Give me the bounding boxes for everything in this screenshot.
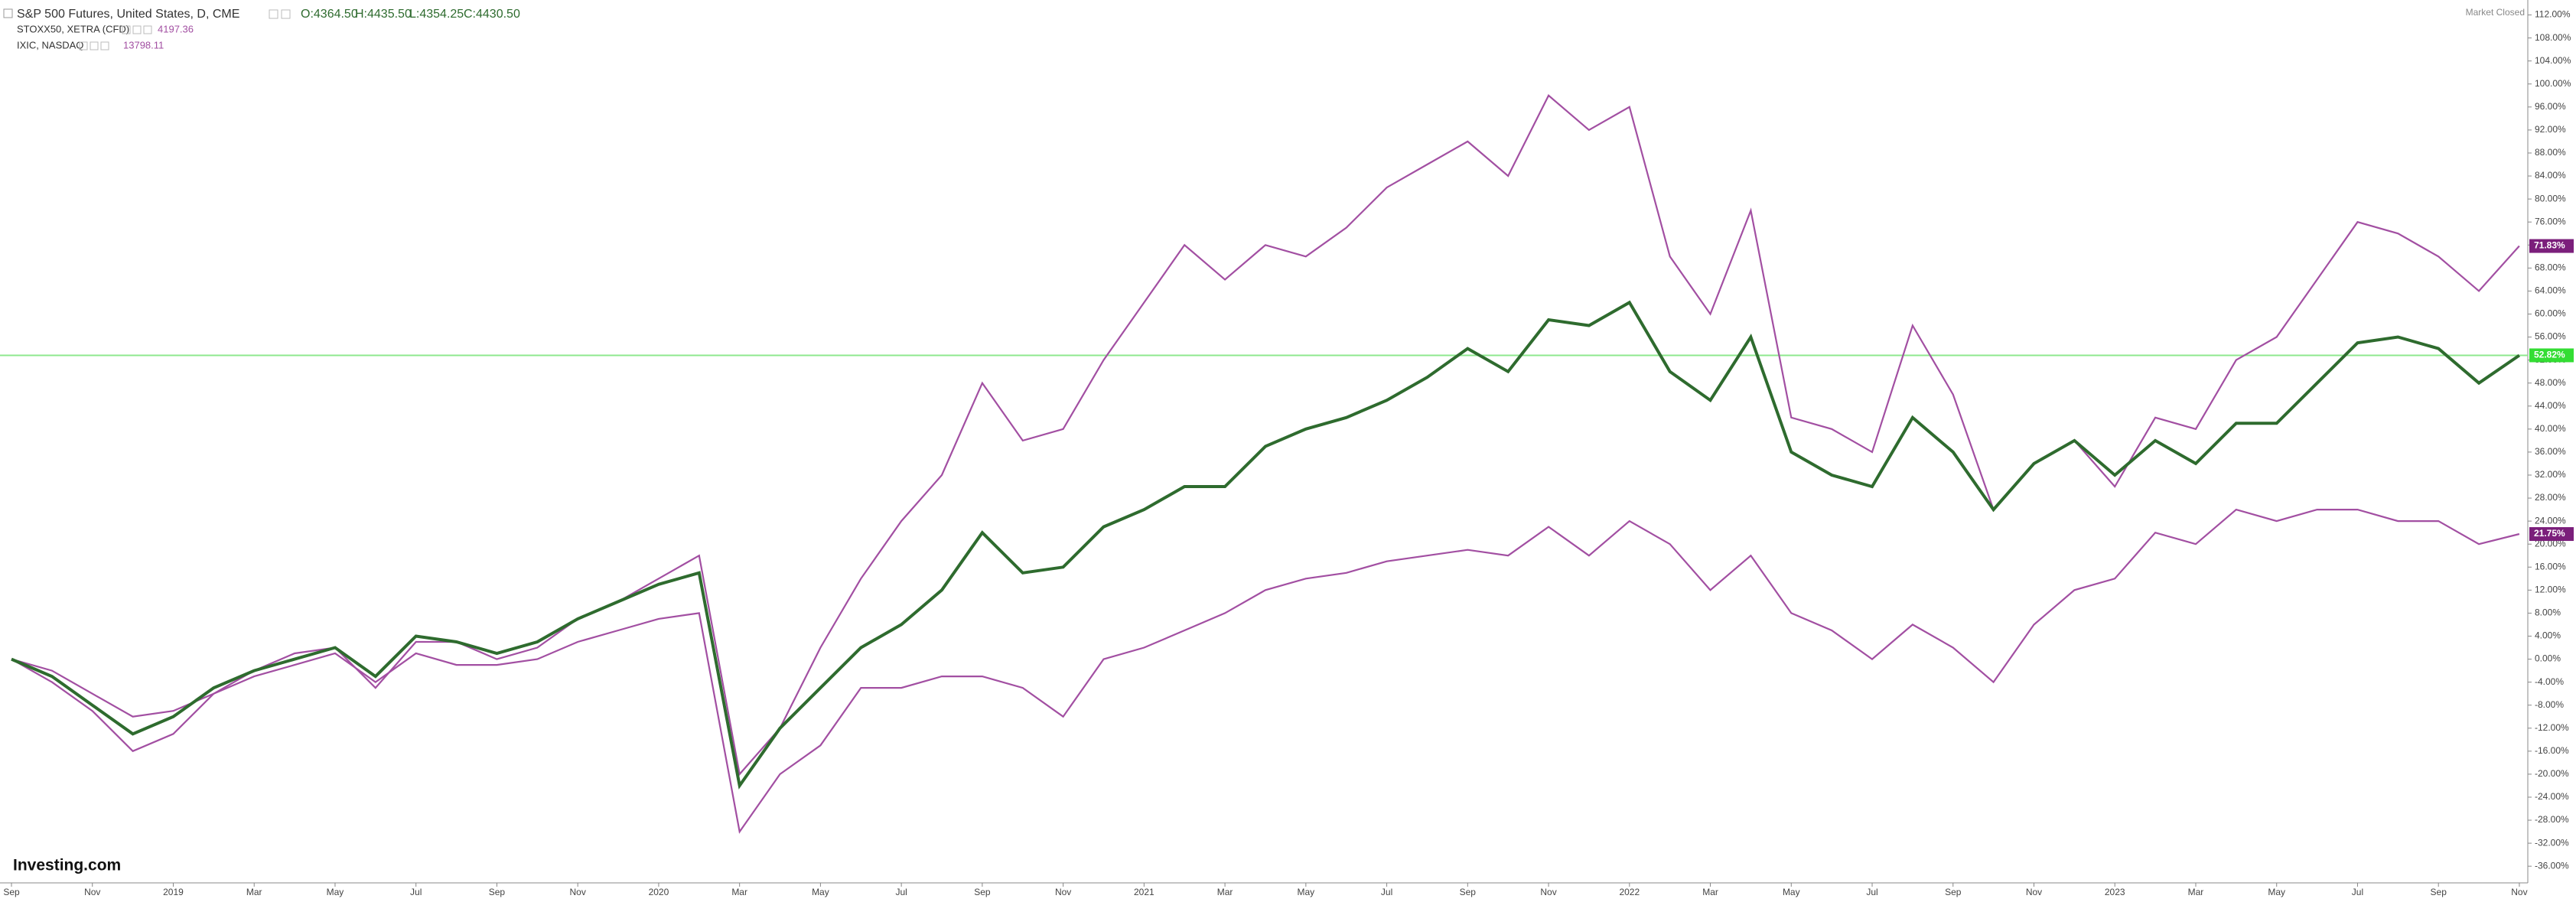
y-tick-label: 44.00% xyxy=(2535,400,2566,411)
y-tick-label: 48.00% xyxy=(2535,377,2566,388)
value-label-bg xyxy=(2529,239,2574,253)
y-tick-label: -12.00% xyxy=(2535,722,2569,733)
x-tick-label: Sep xyxy=(1945,887,1962,897)
x-tick-label: May xyxy=(1783,887,1800,897)
y-tick-label: 108.00% xyxy=(2535,32,2571,43)
x-tick-label: Sep xyxy=(2431,887,2447,897)
x-tick-label: May xyxy=(1298,887,1315,897)
y-tick-label: -36.00% xyxy=(2535,860,2569,871)
legend-icon[interactable] xyxy=(132,25,142,34)
open-price: O:4364.50 xyxy=(301,8,358,21)
close-icon[interactable] xyxy=(281,9,291,19)
x-tick-label: 2019 xyxy=(163,887,184,897)
legend-icon[interactable] xyxy=(143,25,152,34)
x-tick-label: Jul xyxy=(2352,887,2363,897)
chart-title: S&P 500 Futures, United States, D, CME xyxy=(17,8,239,21)
y-tick-label: -16.00% xyxy=(2535,745,2569,756)
y-tick-label: -20.00% xyxy=(2535,768,2569,779)
y-tick-label: -32.00% xyxy=(2535,837,2569,848)
legend-entry: IXIC, NASDAQ xyxy=(17,39,83,50)
high-price: H:4435.50 xyxy=(355,8,412,21)
x-tick-label: May xyxy=(2268,887,2285,897)
x-tick-label: Mar xyxy=(731,887,747,897)
x-tick-label: Mar xyxy=(246,887,262,897)
x-tick-label: Sep xyxy=(974,887,991,897)
y-tick-label: 96.00% xyxy=(2535,101,2566,112)
y-tick-label: 104.00% xyxy=(2535,55,2571,66)
x-tick-label: 2020 xyxy=(649,887,669,897)
x-tick-label: Nov xyxy=(84,887,100,897)
y-tick-label: 100.00% xyxy=(2535,78,2571,89)
x-tick-label: May xyxy=(327,887,344,897)
y-tick-label: 12.00% xyxy=(2535,585,2566,595)
x-tick-label: Sep xyxy=(3,887,20,897)
y-tick-label: 32.00% xyxy=(2535,469,2566,480)
legend-entry: STOXX50, XETRA (CFD) xyxy=(17,23,129,34)
legend-icon[interactable] xyxy=(79,41,88,50)
legend-icon[interactable] xyxy=(90,41,99,50)
x-tick-label: May xyxy=(812,887,829,897)
y-tick-label: -28.00% xyxy=(2535,814,2569,825)
close-price: C:4430.50 xyxy=(464,8,520,21)
y-tick-label: 112.00% xyxy=(2535,9,2571,20)
legend-value: 13798.11 xyxy=(123,39,164,50)
y-tick-label: -8.00% xyxy=(2535,699,2564,710)
value-label-bg xyxy=(2529,527,2574,542)
market-status: Market Closed xyxy=(2466,7,2525,18)
x-tick-label: Mar xyxy=(1217,887,1233,897)
value-label: 71.83% xyxy=(2534,240,2565,251)
y-tick-label: 64.00% xyxy=(2535,285,2566,296)
y-tick-label: 16.00% xyxy=(2535,561,2566,571)
series-line xyxy=(11,94,2520,777)
y-tick-label: 0.00% xyxy=(2535,653,2561,664)
x-tick-label: Mar xyxy=(1702,887,1718,897)
y-tick-label: 76.00% xyxy=(2535,216,2566,226)
y-tick-label: 36.00% xyxy=(2535,446,2566,457)
x-tick-label: Nov xyxy=(2026,887,2042,897)
x-tick-label: 2021 xyxy=(1134,887,1154,897)
collapse-icon[interactable] xyxy=(3,8,13,18)
x-tick-label: Jul xyxy=(895,887,907,897)
y-tick-label: 60.00% xyxy=(2535,308,2566,319)
x-tick-label: Jul xyxy=(1381,887,1392,897)
series-line xyxy=(11,300,2521,790)
series-line xyxy=(11,508,2520,834)
y-tick-label: -24.00% xyxy=(2535,791,2569,802)
x-tick-label: Jul xyxy=(1866,887,1877,897)
value-label: 52.82% xyxy=(2534,350,2565,360)
x-tick-label: Nov xyxy=(2511,887,2527,897)
value-label: 21.75% xyxy=(2534,528,2565,539)
y-tick-label: -4.00% xyxy=(2535,676,2564,687)
x-tick-label: Sep xyxy=(1460,887,1477,897)
x-tick-label: Nov xyxy=(1055,887,1071,897)
x-tick-label: Nov xyxy=(570,887,586,897)
low-price: L:4354.25 xyxy=(409,8,464,21)
y-tick-label: 28.00% xyxy=(2535,492,2566,503)
settings-icon[interactable] xyxy=(269,9,278,19)
legend-icon[interactable] xyxy=(122,25,131,34)
x-tick-label: Sep xyxy=(489,887,506,897)
x-tick-label: Mar xyxy=(2188,887,2204,897)
y-tick-label: 40.00% xyxy=(2535,423,2566,434)
value-label-bg xyxy=(2529,348,2574,363)
legend-icon[interactable] xyxy=(100,41,109,50)
y-tick-label: 84.00% xyxy=(2535,170,2566,181)
x-tick-label: Jul xyxy=(410,887,422,897)
x-tick-label: 2023 xyxy=(2105,887,2125,897)
x-tick-label: Nov xyxy=(1540,887,1556,897)
logo: Investing.com xyxy=(13,857,121,874)
y-tick-label: 92.00% xyxy=(2535,124,2566,135)
y-tick-label: 56.00% xyxy=(2535,331,2566,342)
y-tick-label: 68.00% xyxy=(2535,262,2566,273)
x-tick-label: 2022 xyxy=(1619,887,1640,897)
y-tick-label: 8.00% xyxy=(2535,607,2561,618)
y-tick-label: 80.00% xyxy=(2535,193,2566,204)
y-tick-label: 24.00% xyxy=(2535,515,2566,526)
legend-value: 4197.36 xyxy=(158,23,194,34)
y-tick-label: 4.00% xyxy=(2535,630,2561,641)
y-tick-label: 88.00% xyxy=(2535,147,2566,158)
